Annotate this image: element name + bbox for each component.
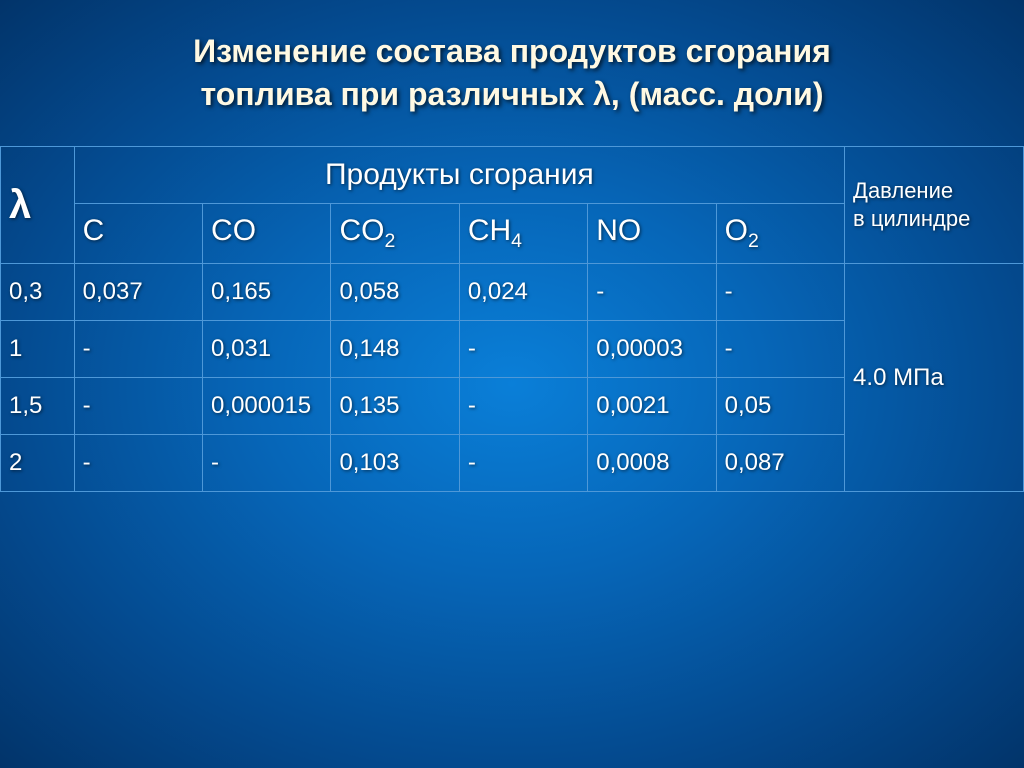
cell-c: -	[74, 378, 202, 435]
cell-lambda: 1	[1, 321, 75, 378]
title-line-1: Изменение состава продуктов сгорания	[193, 33, 831, 69]
cell-lambda: 1,5	[1, 378, 75, 435]
col-no: NO	[588, 204, 716, 264]
col-co: CO	[203, 204, 331, 264]
pressure-header-line1: Давление	[853, 178, 953, 203]
cell-co: 0,031	[203, 321, 331, 378]
cell-ch4: -	[459, 321, 587, 378]
cell-ch4: -	[459, 378, 587, 435]
cell-c: -	[74, 435, 202, 492]
cell-o2: 0,05	[716, 378, 844, 435]
slide-title: Изменение состава продуктов сгорания топ…	[40, 30, 984, 116]
cell-o2: -	[716, 321, 844, 378]
cell-co2: 0,058	[331, 264, 459, 321]
cell-no: 0,0021	[588, 378, 716, 435]
cell-no: -	[588, 264, 716, 321]
cell-c: -	[74, 321, 202, 378]
pressure-header: Давление в цилиндре	[845, 147, 1024, 264]
cell-co2: 0,135	[331, 378, 459, 435]
cell-lambda: 0,3	[1, 264, 75, 321]
col-ch4: CH4	[459, 204, 587, 264]
title-line-2: топлива при различных λ, (масс. доли)	[200, 76, 823, 112]
header-row-1: λ Продукты сгорания Давление в цилиндре	[1, 147, 1024, 204]
cell-co: -	[203, 435, 331, 492]
col-co2: CO2	[331, 204, 459, 264]
cell-ch4: -	[459, 435, 587, 492]
cell-co2: 0,148	[331, 321, 459, 378]
cell-o2: -	[716, 264, 844, 321]
pressure-header-line2: в цилиндре	[853, 206, 970, 231]
col-o2: O2	[716, 204, 844, 264]
slide: Изменение состава продуктов сгорания топ…	[0, 0, 1024, 768]
cell-c: 0,037	[74, 264, 202, 321]
pressure-value: 4.0 МПа	[845, 264, 1024, 492]
table-row: 0,3 0,037 0,165 0,058 0,024 - - 4.0 МПа	[1, 264, 1024, 321]
col-c: C	[74, 204, 202, 264]
cell-co: 0,000015	[203, 378, 331, 435]
cell-no: 0,0008	[588, 435, 716, 492]
cell-ch4: 0,024	[459, 264, 587, 321]
cell-co2: 0,103	[331, 435, 459, 492]
combustion-table: λ Продукты сгорания Давление в цилиндре …	[0, 146, 1024, 492]
lambda-header: λ	[1, 147, 75, 264]
cell-co: 0,165	[203, 264, 331, 321]
cell-no: 0,00003	[588, 321, 716, 378]
cell-lambda: 2	[1, 435, 75, 492]
products-section-header: Продукты сгорания	[74, 147, 844, 204]
cell-o2: 0,087	[716, 435, 844, 492]
